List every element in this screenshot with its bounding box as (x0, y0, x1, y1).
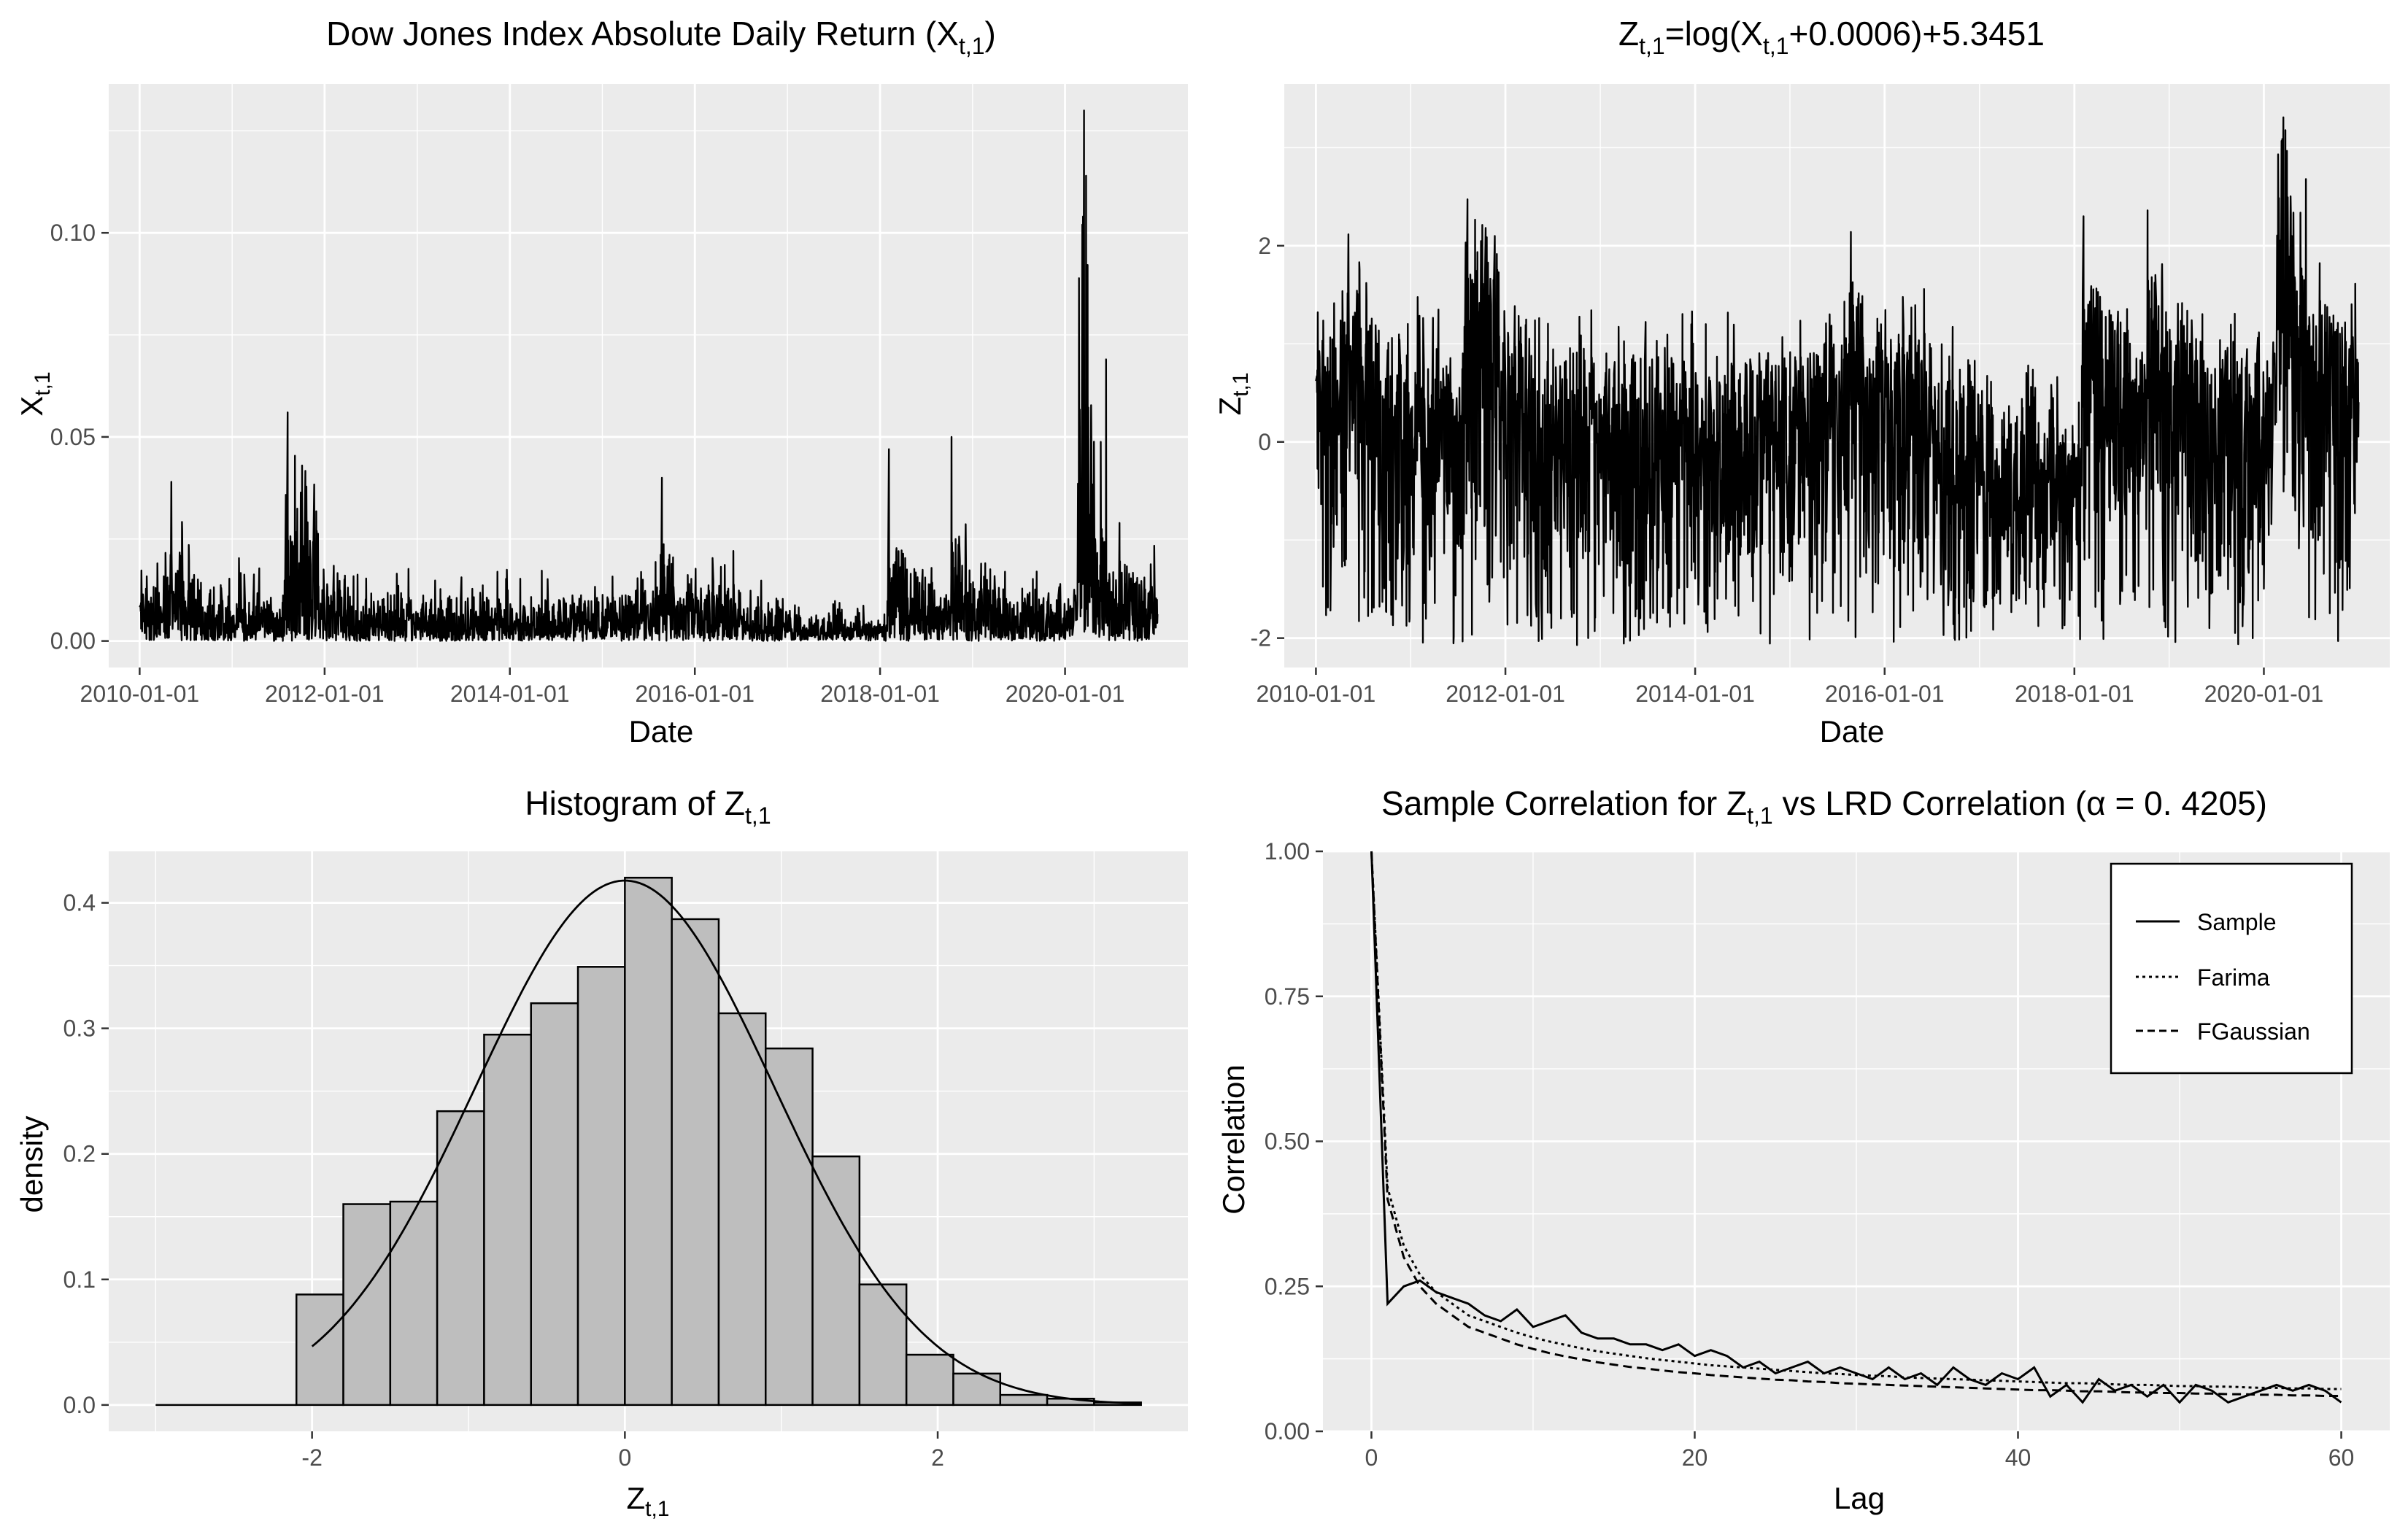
histogram-bar (765, 1047, 814, 1407)
y-axis-title: Correlation (1216, 1064, 1251, 1214)
x-axis-title: Date (629, 714, 694, 748)
histogram-bar (905, 1353, 954, 1407)
panel-histogram: Histogram of Zt,1 -2 0 2 0.0 0.1 0.2 0.3 0.4 Zt… (15, 784, 1188, 1521)
y-tick-label: 0.25 (1265, 1273, 1310, 1299)
series-line-farima (1370, 851, 2342, 1390)
series-line-returns (139, 109, 1159, 642)
y-tick-label: 0.2 (63, 1141, 96, 1167)
panel-title: Histogram of Zt,1 (525, 784, 771, 829)
x-axis-title: Zt,1 (626, 1481, 669, 1521)
x-tick-label: 2016-01-01 (635, 681, 755, 707)
axis-ticks: 2010-01-01 2012-01-01 2014-01-01 2016-01-01… (1251, 233, 2324, 707)
plot-background (109, 84, 1188, 668)
y-axis-title: Zt,1 (1213, 372, 1253, 415)
y-tick-label: 0.05 (50, 424, 96, 450)
legend-label-farima: Farima (2197, 964, 2270, 991)
y-tick-label: 0.3 (63, 1015, 96, 1042)
x-tick-label: 2012-01-01 (1446, 681, 1565, 707)
data-marks (1370, 851, 2342, 1404)
histogram-bar (717, 1012, 767, 1407)
x-tick-label: 2016-01-01 (1825, 681, 1945, 707)
y-tick-label: 0.1 (63, 1266, 96, 1293)
y-tick-label: 0.00 (50, 628, 96, 654)
y-axis-title: density (15, 1115, 49, 1212)
panel-absolute-returns: Dow Jones Index Absolute Daily Return (X… (15, 15, 1188, 748)
panel-title: Dow Jones Index Absolute Daily Return (X… (326, 15, 996, 59)
legend: Sample Farima FGaussian (2110, 862, 2353, 1075)
histogram-bar (295, 1293, 344, 1407)
x-tick-label: 2 (931, 1444, 944, 1471)
x-tick-label: 2010-01-01 (80, 681, 200, 707)
panel-title: Zt,1=log(Xt,1+0.0006)+5.3451 (1618, 15, 2045, 59)
data-marks (139, 109, 1159, 642)
histogram-bar (811, 1155, 861, 1407)
histogram-bar (576, 966, 626, 1407)
y-tick-label: 0.4 (63, 890, 96, 916)
data-marks (1315, 116, 2360, 646)
y-tick-label: 0.00 (1265, 1418, 1310, 1444)
histogram-bar (436, 1110, 485, 1407)
y-tick-label: -2 (1251, 625, 1271, 651)
axis-ticks: -2 0 2 0.0 0.1 0.2 0.3 0.4 (63, 890, 944, 1471)
series-line-sample (1370, 851, 2342, 1404)
x-tick-label: 2018-01-01 (2015, 681, 2134, 707)
axis-ticks: 0 20 40 60 0.00 0.25 0.50 0.75 1.00 (1265, 838, 2355, 1471)
y-tick-label: 2 (1258, 233, 1271, 259)
panel-title: Sample Correlation for Zt,1 vs LRD Corre… (1381, 784, 2267, 829)
x-axis-title: Lag (1834, 1481, 1885, 1515)
legend-box (2110, 862, 2353, 1075)
y-tick-label: 0 (1258, 429, 1271, 455)
x-tick-label: 2010-01-01 (1257, 681, 1376, 707)
y-axis-title: Xt,1 (15, 371, 55, 416)
series-line-log-returns (1315, 116, 2360, 646)
x-tick-label: 2018-01-01 (820, 681, 940, 707)
y-tick-label: 1.00 (1265, 838, 1310, 864)
series-line-fgaussian (1370, 851, 2342, 1397)
x-tick-label: 2020-01-01 (2204, 681, 2324, 707)
x-tick-label: 0 (1365, 1444, 1378, 1471)
histogram-bar (389, 1200, 439, 1407)
histogram-bar (671, 918, 720, 1407)
x-tick-label: 2014-01-01 (1635, 681, 1755, 707)
legend-label-fgaussian: FGaussian (2197, 1018, 2310, 1045)
x-tick-label: 2012-01-01 (265, 681, 385, 707)
y-tick-label: 0.0 (63, 1392, 96, 1418)
histogram-bar (530, 1002, 579, 1407)
normal-density-curve (311, 879, 1141, 1405)
x-tick-label: -2 (301, 1444, 322, 1471)
x-tick-label: 60 (2328, 1444, 2355, 1471)
panel-log-transformed: Zt,1=log(Xt,1+0.0006)+5.3451 2010-01-01 2… (1213, 15, 2390, 748)
histogram-bar (999, 1393, 1049, 1407)
panel-correlation: Sample Correlation for Zt,1 vs LRD Corre… (1216, 784, 2390, 1515)
axis-ticks: 2010-01-01 2012-01-01 2014-01-01 2016-01-01… (50, 220, 1125, 707)
histogram-bar (952, 1372, 1002, 1407)
x-tick-label: 2020-01-01 (1006, 681, 1125, 707)
legend-label-sample: Sample (2197, 909, 2277, 935)
x-axis-title: Date (1820, 714, 1885, 748)
histogram-bar (483, 1033, 532, 1407)
histogram-bar (858, 1283, 908, 1407)
y-tick-label: 0.50 (1265, 1129, 1310, 1155)
histogram-bar (624, 876, 673, 1407)
y-tick-label: 0.75 (1265, 983, 1310, 1010)
x-tick-label: 2014-01-01 (450, 681, 570, 707)
histogram-bar (342, 1203, 392, 1407)
x-tick-label: 0 (618, 1444, 631, 1471)
data-marks (155, 876, 1142, 1407)
x-tick-label: 20 (1682, 1444, 1708, 1471)
y-tick-label: 0.10 (50, 220, 96, 246)
x-tick-label: 40 (2005, 1444, 2031, 1471)
